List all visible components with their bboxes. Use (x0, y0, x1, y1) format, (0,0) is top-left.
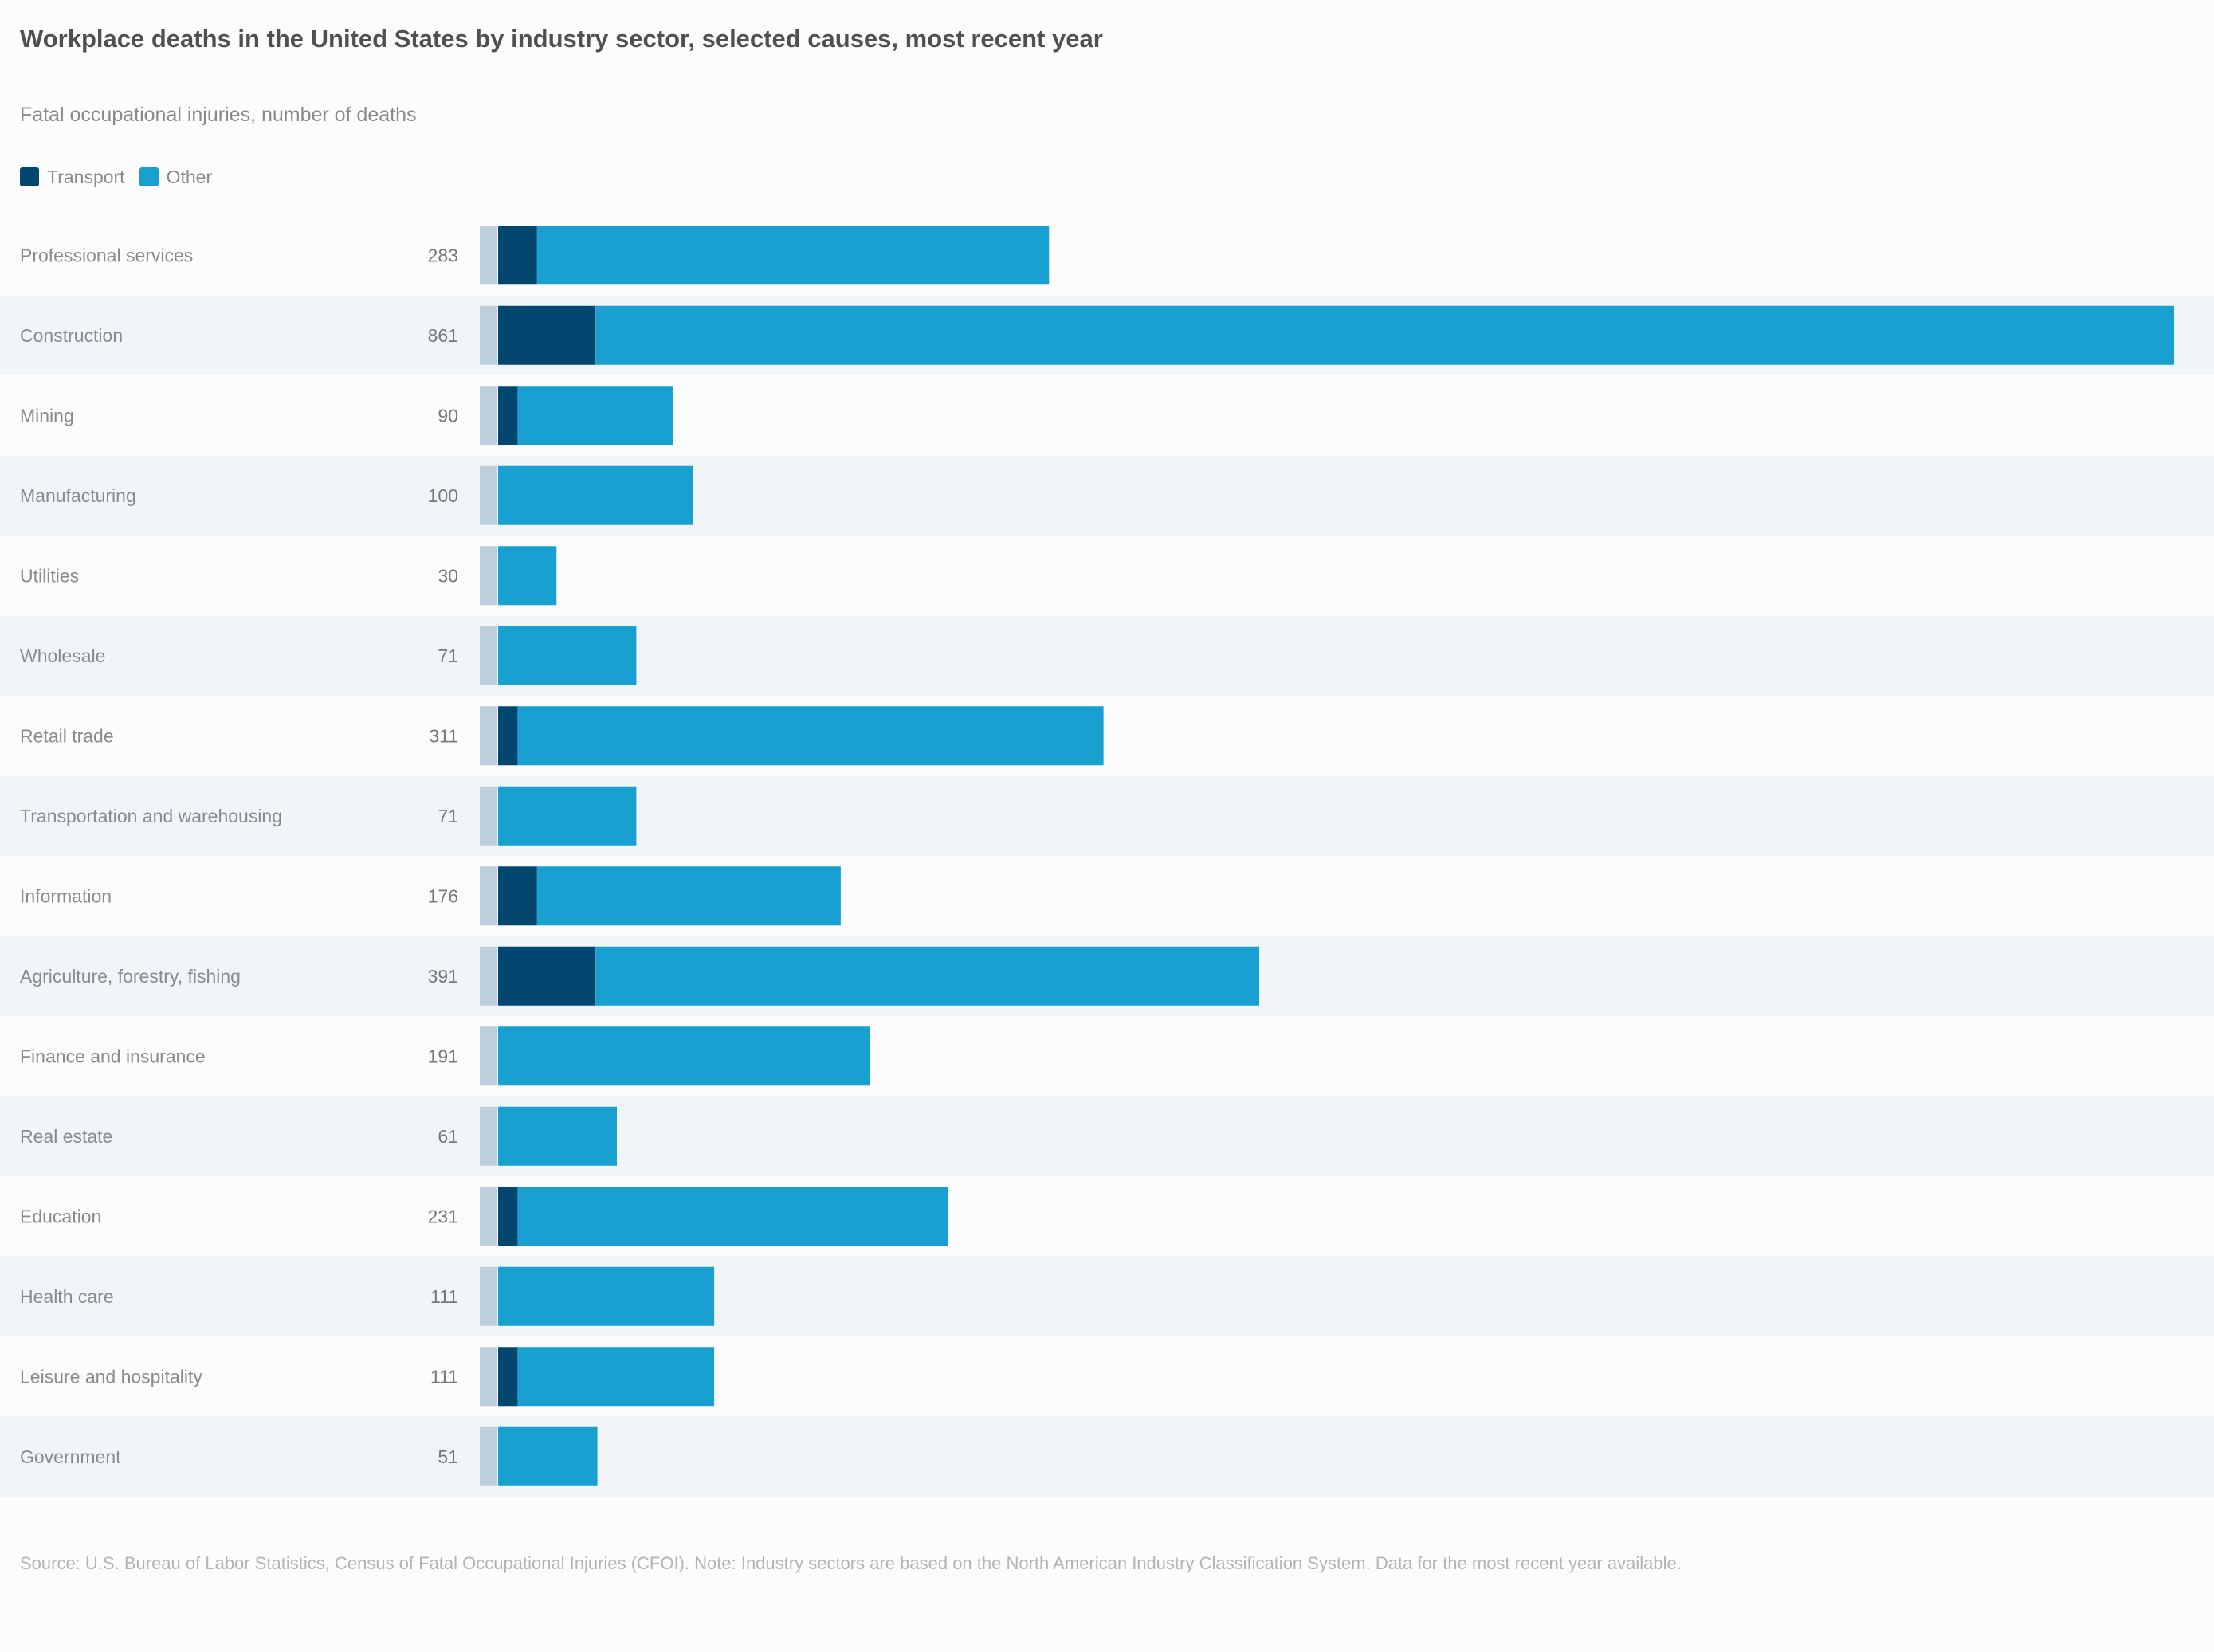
source-note: Source: U.S. Bureau of Labor Statistics,… (20, 1553, 1682, 1573)
row-marker (480, 226, 497, 285)
category-label: Government (20, 1446, 121, 1467)
chart-title: Workplace deaths in the United States by… (20, 25, 1103, 53)
category-label: Construction (20, 325, 123, 346)
category-label: Real estate (20, 1126, 112, 1147)
bar-other (498, 1266, 715, 1326)
row-marker (480, 465, 497, 525)
value-label: 61 (438, 1126, 458, 1147)
row-marker (480, 626, 497, 685)
category-label: Professional services (20, 245, 193, 265)
value-label: 111 (430, 1286, 458, 1307)
legend-item-other: Other (139, 166, 213, 188)
bar-other (498, 1106, 617, 1166)
bar-chart: Professional services 283 Construction 861 M… (0, 226, 2214, 1497)
category-label: Agriculture, forestry, fishing (20, 966, 241, 987)
value-label: 391 (428, 966, 458, 987)
bar-other (517, 386, 673, 445)
value-label: 311 (429, 725, 458, 746)
bar-transport (498, 386, 518, 445)
row-marker (480, 1266, 497, 1326)
row-marker (480, 1026, 497, 1086)
category-label: Education (20, 1206, 101, 1226)
row-marker (480, 386, 497, 445)
category-label: Health care (20, 1286, 114, 1307)
category-label: Transportation and warehousing (20, 806, 282, 826)
value-label: 176 (428, 885, 458, 906)
category-label: Finance and insurance (20, 1046, 206, 1066)
value-label: 100 (428, 485, 458, 506)
legend-label-transport: Transport (47, 166, 125, 187)
bar-transport (498, 706, 518, 766)
bar-other (498, 1426, 598, 1486)
bar-other (536, 866, 841, 926)
bar-other (498, 465, 693, 525)
row-marker (480, 706, 497, 766)
bar-other (498, 626, 637, 685)
value-label: 283 (428, 245, 458, 265)
row-band (0, 1416, 2214, 1497)
bar-other (595, 305, 2175, 365)
chart-legend: Transport Other (20, 157, 212, 197)
category-label: Mining (20, 405, 74, 426)
category-label: Utilities (20, 565, 79, 586)
row-band (0, 455, 2214, 536)
bar-other (517, 1347, 715, 1407)
bar-other (595, 946, 1260, 1006)
row-band (0, 775, 2214, 856)
bar-other (536, 226, 1050, 285)
value-label: 51 (438, 1446, 458, 1467)
bar-other (498, 546, 557, 606)
row-marker (480, 546, 497, 606)
category-label: Wholesale (20, 645, 105, 666)
row-band (0, 615, 2214, 696)
value-label: 30 (438, 565, 458, 586)
row-band (0, 1096, 2214, 1176)
category-label: Retail trade (20, 725, 114, 746)
bar-other (498, 1026, 870, 1086)
bar-transport (498, 305, 596, 365)
row-marker (480, 1106, 497, 1166)
bar-other (517, 1187, 948, 1246)
row-band (0, 1256, 2214, 1336)
bar-transport (498, 946, 596, 1006)
row-marker (480, 305, 497, 365)
value-label: 861 (428, 325, 458, 346)
row-marker (480, 866, 497, 926)
bar-other (498, 786, 637, 846)
row-marker (480, 1347, 497, 1407)
row-marker (480, 1426, 497, 1486)
value-label: 111 (430, 1366, 458, 1387)
legend-swatch-other (139, 167, 159, 186)
category-label: Leisure and hospitality (20, 1366, 202, 1387)
bar-transport (498, 1347, 518, 1407)
row-marker (480, 946, 497, 1006)
bar-transport (498, 226, 537, 285)
value-label: 90 (438, 405, 458, 426)
row-marker (480, 786, 497, 846)
chart-subtitle: Fatal occupational injuries, number of d… (20, 104, 417, 126)
value-label: 71 (438, 806, 458, 826)
bar-transport (498, 866, 537, 926)
value-label: 231 (428, 1206, 458, 1226)
bar-other (517, 706, 1104, 766)
row-marker (480, 1187, 497, 1246)
value-label: 191 (428, 1046, 458, 1066)
value-label: 71 (438, 645, 458, 666)
category-label: Manufacturing (20, 485, 136, 506)
category-label: Information (20, 885, 112, 906)
bar-transport (498, 1187, 518, 1246)
legend-swatch-transport (20, 167, 39, 186)
legend-item-transport: Transport (20, 167, 125, 188)
legend-label-other: Other (166, 166, 213, 187)
